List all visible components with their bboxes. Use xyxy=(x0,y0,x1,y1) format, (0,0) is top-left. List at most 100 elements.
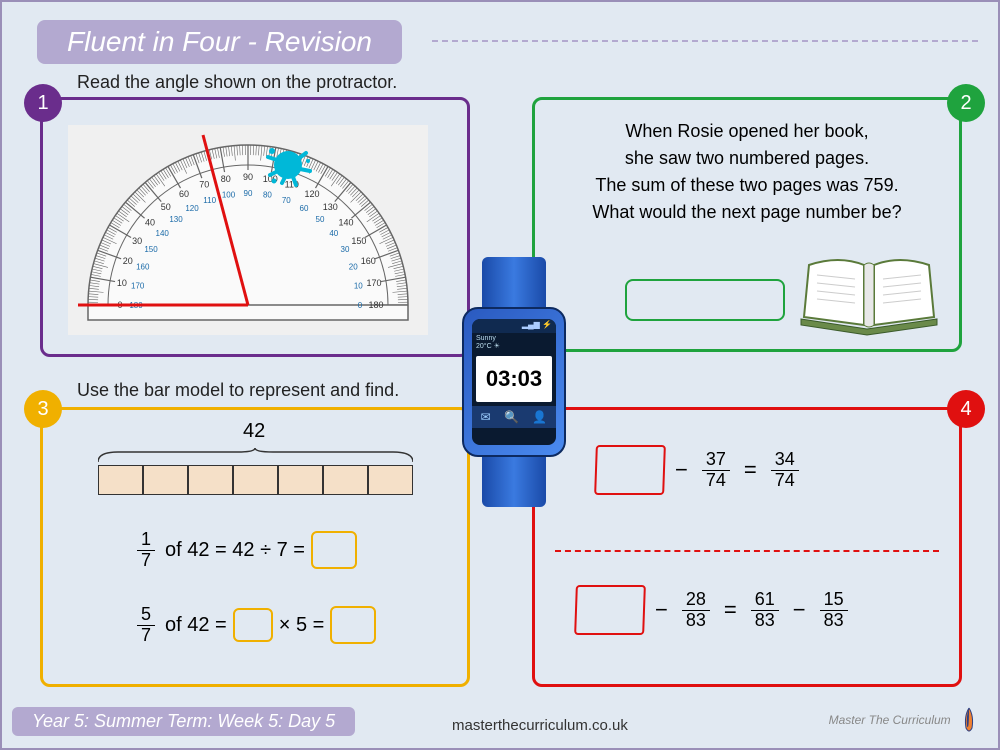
q2-answer-box[interactable] xyxy=(625,279,785,321)
svg-text:70: 70 xyxy=(199,180,209,190)
watch-body: ▂▄▆ ⚡ Sunny20°C ☀ 03:03 ✉ 🔍 👤 xyxy=(462,307,566,457)
fraction: 6183 xyxy=(751,590,779,631)
svg-text:60: 60 xyxy=(179,189,189,199)
panel-4: − 3774 = 3474 − 2883 = 6183 − 1583 xyxy=(532,407,962,687)
fraction: 3774 xyxy=(702,450,730,491)
fraction: 1 7 xyxy=(137,530,155,571)
svg-text:90: 90 xyxy=(244,189,253,198)
panel-1: 0102030405060708090100110120130140150160… xyxy=(40,97,470,357)
smartwatch: ▂▄▆ ⚡ Sunny20°C ☀ 03:03 ✉ 🔍 👤 xyxy=(454,277,574,487)
svg-text:120: 120 xyxy=(304,189,319,199)
user-icon: 👤 xyxy=(532,410,547,424)
badge-1: 1 xyxy=(24,84,62,122)
badge-2: 2 xyxy=(947,84,985,122)
q4-equation-2: − 2883 = 6183 − 1583 xyxy=(575,585,852,635)
panel-3: 42 1 7 of 42 = 42 ÷ 7 = 5 7 of 42 = × 5 … xyxy=(40,407,470,687)
svg-text:30: 30 xyxy=(132,236,142,246)
svg-text:10: 10 xyxy=(117,278,127,288)
brand-logo: Master The Curriculum xyxy=(829,706,980,736)
eq-text: × 5 = xyxy=(279,614,325,637)
badge-4: 4 xyxy=(947,390,985,428)
protractor: 0102030405060708090100110120130140150160… xyxy=(68,125,428,335)
fraction: 5 7 xyxy=(137,605,155,646)
page-title: Fluent in Four - Revision xyxy=(37,20,402,64)
q2-text: When Rosie opened her book, she saw two … xyxy=(535,100,959,244)
q3-equation-1: 1 7 of 42 = 42 ÷ 7 = xyxy=(133,530,357,571)
search-icon: 🔍 xyxy=(504,410,519,424)
svg-text:40: 40 xyxy=(329,229,338,238)
svg-text:140: 140 xyxy=(156,229,170,238)
book-icon xyxy=(799,247,939,337)
svg-text:130: 130 xyxy=(323,202,338,212)
q2-line: What would the next page number be? xyxy=(555,199,939,226)
fraction: 2883 xyxy=(682,590,710,631)
eq-text: of 42 = xyxy=(165,614,227,637)
svg-text:170: 170 xyxy=(131,282,145,291)
q2-line: When Rosie opened her book, xyxy=(555,118,939,145)
q4-divider xyxy=(555,550,939,552)
svg-text:180: 180 xyxy=(368,300,383,310)
svg-text:50: 50 xyxy=(161,202,171,212)
svg-text:130: 130 xyxy=(169,215,183,224)
bar-cell xyxy=(278,465,323,495)
title-dashes xyxy=(432,40,978,42)
svg-text:10: 10 xyxy=(354,282,363,291)
svg-text:110: 110 xyxy=(203,196,216,205)
mail-icon: ✉ xyxy=(481,410,491,424)
minus-sign: − xyxy=(793,597,806,623)
q2-line: The sum of these two pages was 759. xyxy=(555,172,939,199)
equals-sign: = xyxy=(744,457,757,483)
q4-answer-box-1[interactable] xyxy=(594,445,666,495)
bar-cell xyxy=(368,465,413,495)
svg-text:150: 150 xyxy=(144,245,158,254)
bar-cell xyxy=(233,465,278,495)
svg-text:100: 100 xyxy=(222,191,236,200)
svg-text:120: 120 xyxy=(185,204,199,213)
svg-text:140: 140 xyxy=(339,218,354,228)
fraction: 3474 xyxy=(771,450,799,491)
svg-text:40: 40 xyxy=(145,218,155,228)
q4-equation-1: − 3774 = 3474 xyxy=(595,445,803,495)
svg-text:30: 30 xyxy=(341,245,350,254)
bar-cell xyxy=(143,465,188,495)
q1-prompt: Read the angle shown on the protractor. xyxy=(77,72,397,93)
watch-screen: ▂▄▆ ⚡ Sunny20°C ☀ 03:03 ✉ 🔍 👤 xyxy=(472,319,556,445)
q3-answer-box-1[interactable] xyxy=(311,531,357,569)
svg-text:50: 50 xyxy=(316,215,325,224)
q3-answer-box-2b[interactable] xyxy=(330,606,376,644)
panel-2: When Rosie opened her book, she saw two … xyxy=(532,97,962,352)
brace-icon xyxy=(98,448,413,464)
equals-sign: = xyxy=(724,597,737,623)
svg-text:80: 80 xyxy=(263,191,272,200)
bar-cell xyxy=(98,465,143,495)
svg-text:80: 80 xyxy=(221,174,231,184)
svg-text:150: 150 xyxy=(351,236,366,246)
svg-text:20: 20 xyxy=(349,263,358,272)
svg-text:90: 90 xyxy=(243,172,253,182)
watch-icon-row: ✉ 🔍 👤 xyxy=(472,406,556,428)
q4-answer-box-2[interactable] xyxy=(574,585,646,635)
minus-sign: − xyxy=(675,457,688,483)
svg-text:60: 60 xyxy=(300,204,309,213)
svg-text:20: 20 xyxy=(123,256,133,266)
svg-text:160: 160 xyxy=(136,263,150,272)
q2-line: she saw two numbered pages. xyxy=(555,145,939,172)
q3-equation-2: 5 7 of 42 = × 5 = xyxy=(133,605,376,646)
bar-model xyxy=(98,465,413,495)
fraction: 1583 xyxy=(820,590,848,631)
svg-text:70: 70 xyxy=(282,196,291,205)
minus-sign: − xyxy=(655,597,668,623)
footer-label: Year 5: Summer Term: Week 5: Day 5 xyxy=(12,707,355,736)
watch-status-bar: ▂▄▆ ⚡ xyxy=(472,319,556,333)
bar-cell xyxy=(323,465,368,495)
bar-total: 42 xyxy=(243,420,265,443)
bar-cell xyxy=(188,465,233,495)
q3-prompt: Use the bar model to represent and find. xyxy=(77,380,399,401)
q3-answer-box-2a[interactable] xyxy=(233,608,273,642)
svg-text:160: 160 xyxy=(361,256,376,266)
eq-text: of 42 = 42 ÷ 7 = xyxy=(165,539,305,562)
svg-text:0: 0 xyxy=(358,301,363,310)
footer-url: masterthecurriculum.co.uk xyxy=(452,717,628,734)
svg-text:170: 170 xyxy=(367,278,382,288)
watch-weather: Sunny20°C ☀ xyxy=(472,333,556,352)
